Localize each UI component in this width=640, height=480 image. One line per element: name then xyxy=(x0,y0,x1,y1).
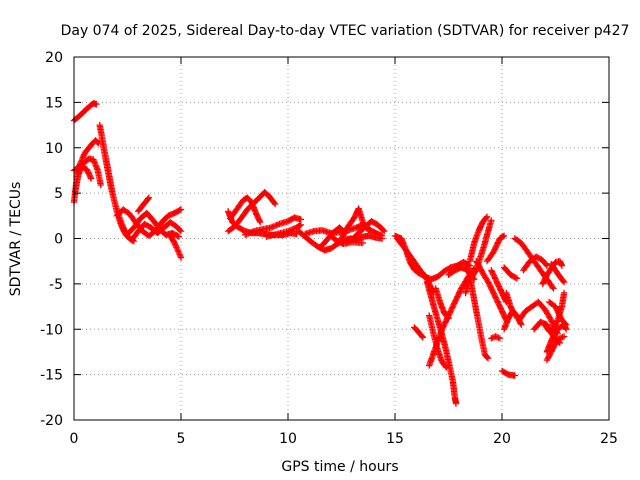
chart-title: Day 074 of 2025, Sidereal Day-to-day VTE… xyxy=(61,23,630,39)
x-axis-label: GPS time / hours xyxy=(281,459,398,475)
x-tick-label: 20 xyxy=(493,431,511,447)
y-tick-label: 0 xyxy=(54,232,63,248)
x-tick-label: 25 xyxy=(600,431,618,447)
y-tick-label: -20 xyxy=(40,413,63,429)
y-axis-label: SDTVAR / TECUs xyxy=(8,182,24,297)
data-points xyxy=(70,100,570,407)
x-tick-label: 0 xyxy=(70,431,79,447)
y-tick-label: 20 xyxy=(45,50,63,66)
sdtvar-markers xyxy=(70,100,570,407)
x-tick-labels: 0 5 10 15 20 25 xyxy=(70,431,618,447)
x-tick-label: 10 xyxy=(279,431,297,447)
grid-lines xyxy=(74,57,609,420)
y-tick-label: 5 xyxy=(54,186,63,202)
y-tick-label: -15 xyxy=(40,368,63,384)
y-tick-label: -5 xyxy=(49,277,63,293)
x-tick-label: 15 xyxy=(386,431,404,447)
y-tick-labels: 20 15 10 5 0 -5 -10 -15 -20 xyxy=(40,50,63,429)
axis-ticks xyxy=(73,56,610,421)
y-tick-label: 10 xyxy=(45,141,63,157)
y-tick-label: -10 xyxy=(40,322,63,338)
x-tick-label: 5 xyxy=(177,431,186,447)
y-tick-label: 15 xyxy=(45,95,63,111)
